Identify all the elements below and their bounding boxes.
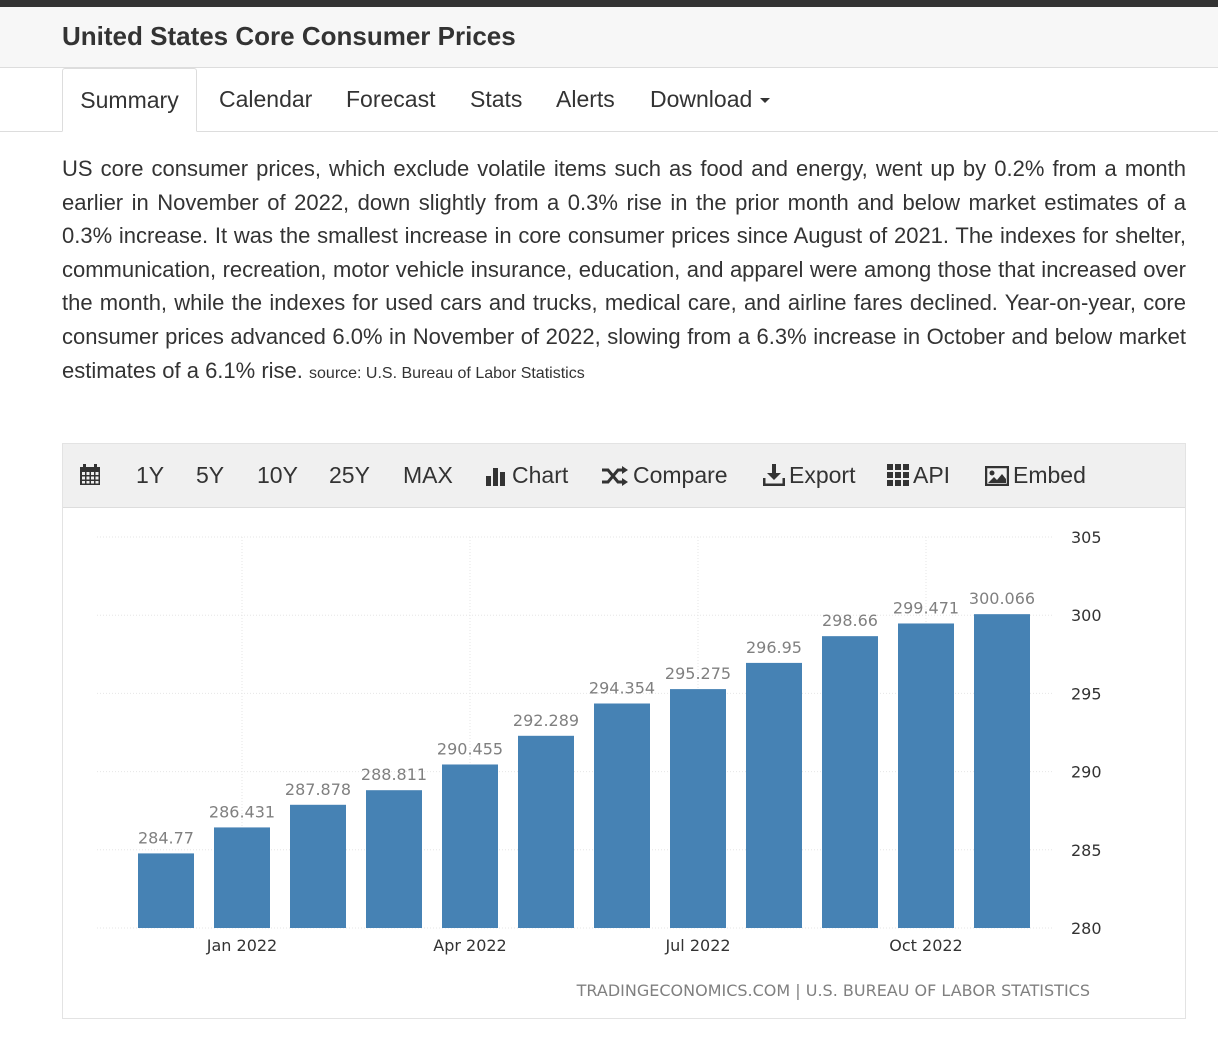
y-tick-label: 295 [1071, 684, 1102, 703]
tab-calendar[interactable]: Calendar [219, 86, 313, 112]
summary-body: US core consumer prices, which exclude v… [62, 156, 1186, 383]
y-tick-label: 300 [1071, 606, 1102, 625]
api-label: API [913, 462, 951, 488]
x-tick-label: Jul 2022 [664, 936, 730, 955]
bar-value-label: 294.354 [589, 679, 655, 698]
top-accent-bar [0, 0, 1218, 7]
range-1y-button[interactable]: 1Y [136, 462, 165, 488]
bar-value-label: 286.431 [209, 802, 275, 821]
compare-label: Compare [633, 462, 728, 488]
bar-value-label: 295.275 [665, 664, 731, 683]
chart-toolbar: 1Y 5Y 10Y 25Y MAX Chart Compare [63, 444, 1185, 508]
bar-value-label: 298.66 [822, 611, 878, 630]
compare-button[interactable]: Compare [601, 444, 728, 507]
tab-stats[interactable]: Stats [470, 86, 523, 112]
range-max-button[interactable]: MAX [403, 462, 453, 488]
embed-label: Embed [1013, 462, 1086, 488]
bar-value-label: 292.289 [513, 711, 579, 730]
caret-down-icon [760, 98, 771, 104]
bar-value-label: 284.77 [138, 828, 194, 847]
chart-type-label: Chart [512, 462, 569, 488]
chart-credit: TRADINGECONOMICS.COM | U.S. BUREAU OF LA… [576, 981, 1090, 1000]
bar [898, 623, 954, 928]
bar [518, 735, 574, 928]
bar [822, 636, 878, 928]
grid-icon [887, 464, 909, 486]
range-25y-button[interactable]: 25Y [329, 462, 370, 488]
bar [670, 689, 726, 928]
bar [366, 790, 422, 928]
x-tick-label: Oct 2022 [889, 936, 962, 955]
bar-chart-icon [486, 468, 505, 486]
y-axis: 280 285 290 295 300 305 [1071, 528, 1102, 938]
page-header: United States Core Consumer Prices [0, 7, 1218, 68]
bar [290, 804, 346, 928]
x-tick-label: Apr 2022 [433, 936, 506, 955]
export-button[interactable]: Export [762, 444, 856, 507]
chart-panel: 1Y 5Y 10Y 25Y MAX Chart Compare [62, 443, 1186, 1019]
bar [594, 703, 650, 928]
y-tick-label: 290 [1071, 763, 1102, 782]
bar [138, 853, 194, 928]
bar-value-label: 288.811 [361, 765, 427, 784]
export-label: Export [789, 462, 856, 488]
shuffle-icon [602, 466, 628, 486]
tab-download[interactable]: Download [650, 68, 771, 132]
bar [974, 614, 1030, 928]
y-tick-label: 305 [1071, 528, 1102, 547]
image-icon [984, 465, 1010, 487]
tab-download-label: Download [650, 86, 753, 112]
bar-value-label: 290.455 [437, 739, 503, 758]
bar-value-label: 299.471 [893, 598, 959, 617]
chart-type-button[interactable]: Chart [486, 444, 568, 507]
summary-source: source: U.S. Bureau of Labor Statistics [309, 364, 585, 382]
bar [746, 662, 802, 928]
calendar-icon [80, 464, 100, 485]
bar-labels: 284.77 286.431 287.878 288.811 290.455 292.28… [138, 589, 1035, 847]
bar-value-label: 296.95 [746, 638, 802, 657]
bar [214, 827, 270, 928]
bar-value-label: 300.066 [969, 589, 1035, 608]
x-axis: Jan 2022 Apr 2022 Jul 2022 Oct 2022 [206, 936, 963, 955]
x-tick-label: Jan 2022 [206, 936, 277, 955]
bar-chart: 284.77 286.431 287.878 288.811 290.455 292.28… [97, 528, 1102, 1000]
tab-forecast[interactable]: Forecast [346, 86, 436, 112]
range-10y-button[interactable]: 10Y [257, 462, 298, 488]
tab-alerts[interactable]: Alerts [556, 86, 615, 112]
embed-button[interactable]: Embed [984, 444, 1086, 507]
summary-text: US core consumer prices, which exclude v… [62, 152, 1186, 390]
tab-summary[interactable]: Summary [62, 68, 197, 132]
page-title: United States Core Consumer Prices [62, 21, 516, 51]
range-5y-button[interactable]: 5Y [196, 462, 225, 488]
download-icon [762, 464, 786, 487]
api-button[interactable]: API [887, 444, 950, 507]
bar [442, 764, 498, 928]
calendar-button[interactable] [79, 444, 105, 507]
bars [138, 614, 1030, 928]
bar-value-label: 287.878 [285, 780, 351, 799]
y-tick-label: 285 [1071, 841, 1102, 860]
y-tick-label: 280 [1071, 919, 1102, 938]
nav-tabs: Summary Calendar Forecast Stats Alerts D… [0, 68, 1218, 132]
